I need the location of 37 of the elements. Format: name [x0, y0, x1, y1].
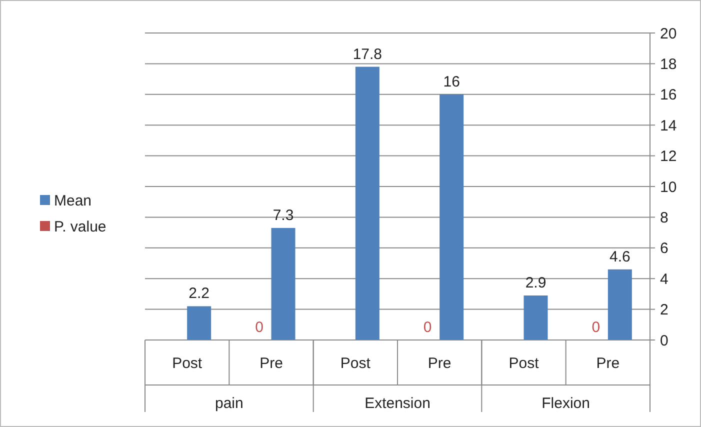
data-label: 0	[592, 319, 600, 336]
y-tick-label: 6	[660, 240, 668, 258]
bar	[440, 94, 464, 340]
data-label: 2.9	[525, 274, 546, 292]
legend-label: P. value	[54, 218, 106, 236]
bar	[608, 269, 632, 340]
bar	[355, 66, 380, 340]
text: pain	[214, 395, 244, 412]
text: Flexion	[542, 395, 590, 412]
data-label: 17.8	[352, 46, 382, 63]
data-label: 0	[423, 319, 432, 336]
data-label: 4.6	[609, 248, 630, 266]
data-label: 16	[443, 73, 460, 90]
y-tick-label: 18	[660, 56, 677, 73]
y-tick-label: 0	[660, 332, 668, 350]
y-tick-label: 2	[660, 302, 668, 319]
legend-label: Mean	[54, 192, 92, 210]
bar	[187, 306, 212, 340]
x-tick-label: Post	[508, 355, 540, 372]
y-tick-label: 4	[660, 270, 668, 288]
bar	[271, 228, 296, 340]
y-tick-label: 20	[660, 25, 677, 42]
y-tick-label: 12	[660, 148, 677, 166]
y-tick-label: 8	[660, 209, 668, 226]
data-label: 0	[255, 319, 264, 336]
bar	[524, 295, 548, 340]
y-tick-label: 14	[660, 117, 677, 134]
x-tick-label: Post	[172, 355, 203, 372]
data-label: 2.2	[188, 285, 210, 302]
y-tick-label: 10	[660, 178, 677, 196]
x-tick-label: Post	[340, 355, 372, 372]
x-tick-label: Pre	[260, 355, 283, 372]
x-tick-label: Pre	[428, 355, 452, 372]
x-tick-label: Pre	[596, 355, 620, 372]
y-tick-label: 16	[660, 86, 677, 104]
text: Extension	[364, 395, 430, 412]
data-label: 7.3	[272, 206, 294, 224]
